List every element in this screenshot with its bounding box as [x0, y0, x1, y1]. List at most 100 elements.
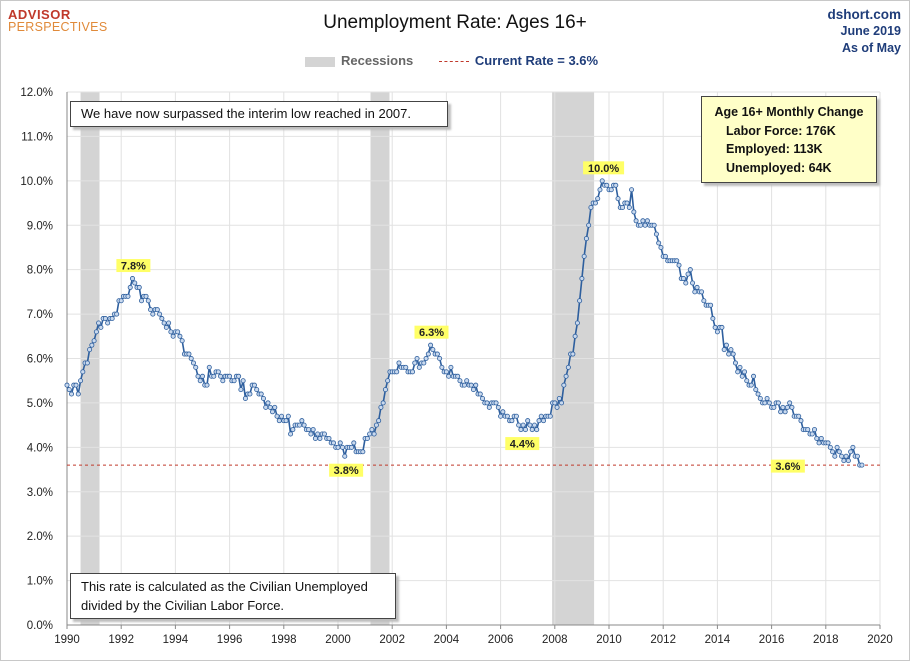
- data-point: [272, 404, 278, 410]
- data-point: [84, 360, 90, 366]
- data-point: [168, 329, 174, 335]
- data-point: [258, 391, 264, 397]
- data-point: [114, 311, 120, 317]
- data-point: [175, 329, 181, 335]
- data-point: [163, 324, 169, 330]
- current-rate-dash: [438, 61, 469, 63]
- data-point: [139, 298, 145, 304]
- data-point: [78, 378, 84, 384]
- data-point: [719, 324, 725, 330]
- data-point: [620, 204, 626, 210]
- data-point: [789, 404, 795, 410]
- data-point: [708, 302, 714, 308]
- data-point: [830, 449, 836, 455]
- data-point: [775, 400, 781, 406]
- data-point: [525, 418, 531, 424]
- data-point: [556, 395, 562, 401]
- callout-label: 7.8%: [121, 261, 146, 273]
- data-point: [710, 316, 716, 322]
- data-point: [461, 382, 467, 388]
- data-point: [473, 382, 479, 388]
- data-point: [751, 373, 757, 379]
- data-point: [265, 400, 271, 406]
- x-tick-label: 1994: [163, 634, 189, 646]
- data-point: [714, 329, 720, 335]
- data-point: [290, 427, 296, 433]
- y-tick-label: 8.0%: [27, 265, 53, 277]
- data-point: [732, 360, 738, 366]
- data-point: [859, 462, 865, 468]
- data-point: [816, 440, 822, 446]
- data-point: [274, 413, 280, 419]
- source-block: dshort.com June 2019 As of May: [827, 6, 901, 57]
- data-point: [263, 404, 269, 410]
- x-tick-label: 1998: [271, 634, 297, 646]
- data-point: [446, 373, 452, 379]
- y-tick-label: 6.0%: [27, 354, 53, 366]
- data-point: [170, 333, 176, 339]
- data-point: [766, 400, 772, 406]
- data-point: [129, 276, 135, 282]
- data-point: [579, 276, 585, 282]
- data-point: [552, 400, 558, 406]
- y-tick-label: 2.0%: [27, 531, 53, 543]
- data-point: [231, 378, 237, 384]
- data-point: [516, 422, 522, 428]
- data-point: [378, 404, 384, 410]
- data-point: [825, 440, 831, 446]
- data-point: [538, 413, 544, 419]
- data-point: [285, 413, 291, 419]
- data-point: [105, 320, 111, 326]
- data-point: [854, 453, 860, 459]
- x-tick-label: 2004: [434, 634, 460, 646]
- data-point: [75, 391, 81, 397]
- data-point: [805, 427, 811, 433]
- data-point: [644, 218, 650, 224]
- data-point: [410, 369, 416, 375]
- data-point: [561, 382, 567, 388]
- data-point: [676, 262, 682, 268]
- data-point: [190, 360, 196, 366]
- data-point: [80, 369, 86, 375]
- data-point: [796, 413, 802, 419]
- data-point: [227, 373, 233, 379]
- y-tick-label: 11.0%: [21, 131, 53, 143]
- x-tick-label: 1990: [54, 634, 80, 646]
- data-point: [127, 284, 133, 290]
- data-point: [681, 276, 687, 282]
- data-point: [599, 178, 605, 184]
- y-tick-label: 0.0%: [27, 620, 53, 632]
- data-point: [484, 400, 490, 406]
- data-point: [154, 307, 160, 313]
- callout-label: 4.4%: [510, 439, 535, 451]
- data-point: [604, 182, 610, 188]
- y-tick-label: 3.0%: [27, 487, 53, 499]
- data-point: [529, 427, 535, 433]
- data-point: [735, 369, 741, 375]
- logo-line-2: PERSPECTIVES: [8, 20, 108, 34]
- data-point: [364, 435, 370, 441]
- data-point: [360, 449, 366, 455]
- data-point: [376, 418, 382, 424]
- data-point: [211, 373, 217, 379]
- callout-label: 10.0%: [588, 163, 619, 175]
- x-tick-label: 2000: [325, 634, 351, 646]
- labor-force-change: Labor Force: 176K: [726, 123, 836, 138]
- x-tick-label: 1992: [108, 634, 134, 646]
- data-point: [470, 387, 476, 393]
- data-point: [563, 373, 569, 379]
- current-rate-label-bg: [770, 459, 805, 473]
- data-point: [843, 453, 849, 459]
- data-point: [242, 395, 248, 401]
- data-point: [371, 431, 377, 437]
- data-point: [69, 391, 75, 397]
- data-point: [186, 351, 192, 357]
- data-point: [577, 298, 583, 304]
- y-tick-label: 4.0%: [27, 442, 53, 454]
- data-point: [541, 418, 547, 424]
- data-point: [798, 418, 804, 424]
- data-point: [629, 187, 635, 193]
- data-point: [850, 444, 856, 450]
- data-point: [721, 347, 727, 353]
- data-point: [662, 253, 668, 259]
